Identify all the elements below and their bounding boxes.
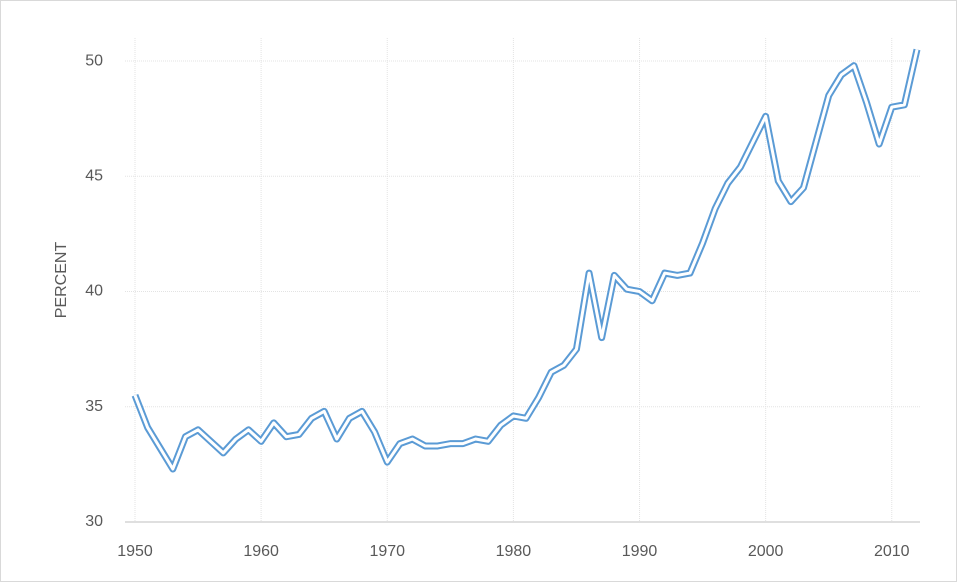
- y-tick-label: 50: [85, 52, 103, 69]
- x-tick-label: 1980: [496, 543, 532, 560]
- y-tick-label: 40: [85, 283, 103, 300]
- x-tick-label: 1990: [622, 543, 658, 560]
- x-tick-label: 1970: [369, 543, 405, 560]
- series-line-inner: [133, 49, 919, 471]
- y-tick-label: 45: [85, 168, 103, 185]
- x-tick-label: 1950: [117, 543, 153, 560]
- y-tick-label: 35: [85, 398, 103, 415]
- x-tick-label: 2000: [748, 543, 784, 560]
- y-tick-label: 30: [85, 513, 103, 530]
- y-axis-label: PERCENT: [53, 242, 70, 319]
- x-tick-label: 1960: [243, 543, 279, 560]
- x-tick-label: 2010: [874, 543, 910, 560]
